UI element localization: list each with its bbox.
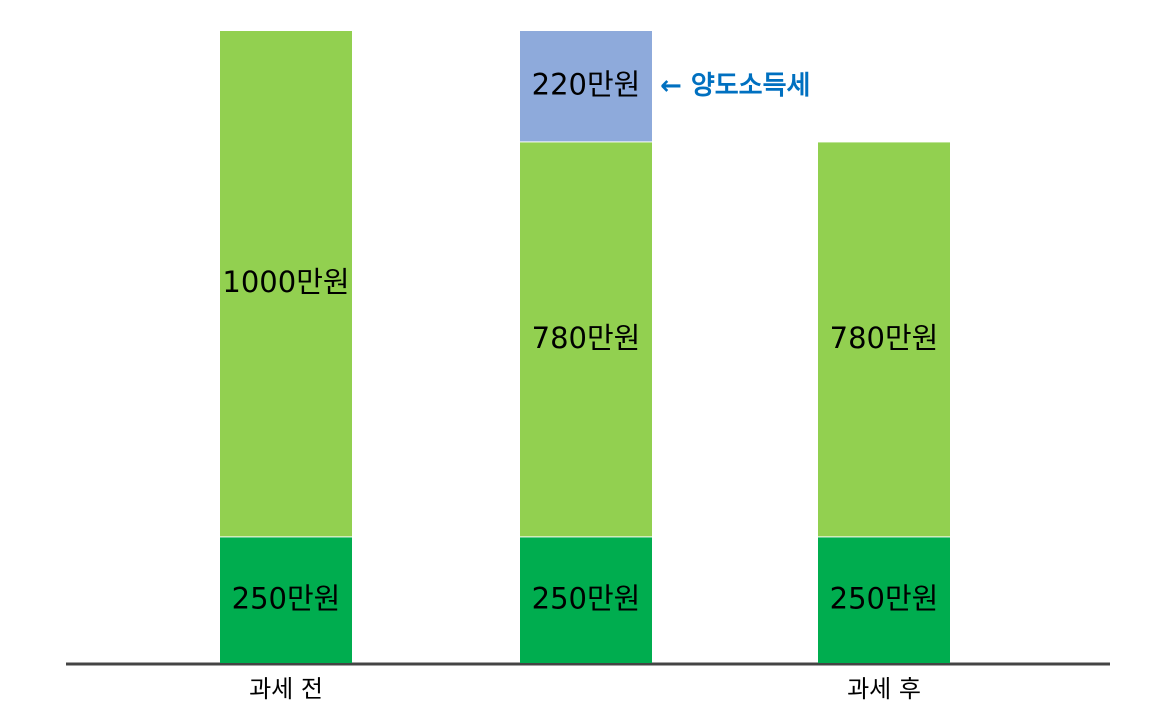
value-label: 780만원 [532, 321, 641, 355]
value-label: 220만원 [532, 68, 641, 102]
bar-segment [818, 142, 950, 537]
value-label: 250만원 [830, 582, 939, 616]
bar-segment [520, 142, 652, 537]
bar-segment [520, 31, 652, 142]
value-label: 250만원 [532, 582, 641, 616]
bar-segment [520, 537, 652, 663]
bar-segment [220, 31, 352, 537]
value-label: 250만원 [232, 582, 341, 616]
x-tick-label: 과세 전 [249, 675, 323, 703]
annotation: ← 양도소득세 [660, 71, 810, 101]
x-tick-label: 과세 후 [847, 675, 921, 703]
value-label: 1000만원 [222, 265, 349, 299]
bar-segment [818, 537, 950, 663]
bar-segment [220, 537, 352, 663]
value-label: 780만원 [830, 321, 939, 355]
